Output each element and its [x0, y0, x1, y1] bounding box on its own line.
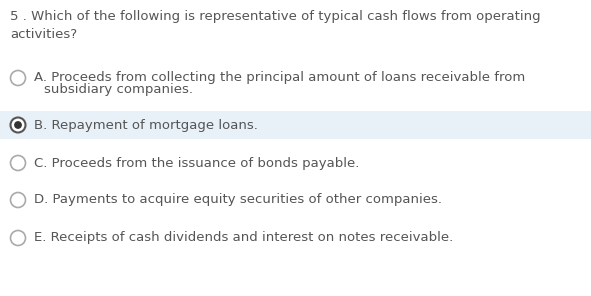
Circle shape [11, 192, 25, 207]
Text: A. Proceeds from collecting the principal amount of loans receivable from: A. Proceeds from collecting the principa… [34, 71, 525, 84]
Text: subsidiary companies.: subsidiary companies. [44, 83, 193, 96]
Circle shape [11, 70, 25, 86]
Text: B. Repayment of mortgage loans.: B. Repayment of mortgage loans. [34, 118, 258, 131]
Circle shape [14, 121, 22, 129]
Circle shape [11, 231, 25, 245]
Text: E. Receipts of cash dividends and interest on notes receivable.: E. Receipts of cash dividends and intere… [34, 231, 453, 244]
Text: C. Proceeds from the issuance of bonds payable.: C. Proceeds from the issuance of bonds p… [34, 157, 359, 170]
FancyBboxPatch shape [0, 111, 591, 139]
Circle shape [11, 155, 25, 170]
Text: D. Payments to acquire equity securities of other companies.: D. Payments to acquire equity securities… [34, 194, 442, 207]
Text: 5 . Which of the following is representative of typical cash flows from operatin: 5 . Which of the following is representa… [10, 10, 541, 41]
Circle shape [11, 118, 25, 133]
